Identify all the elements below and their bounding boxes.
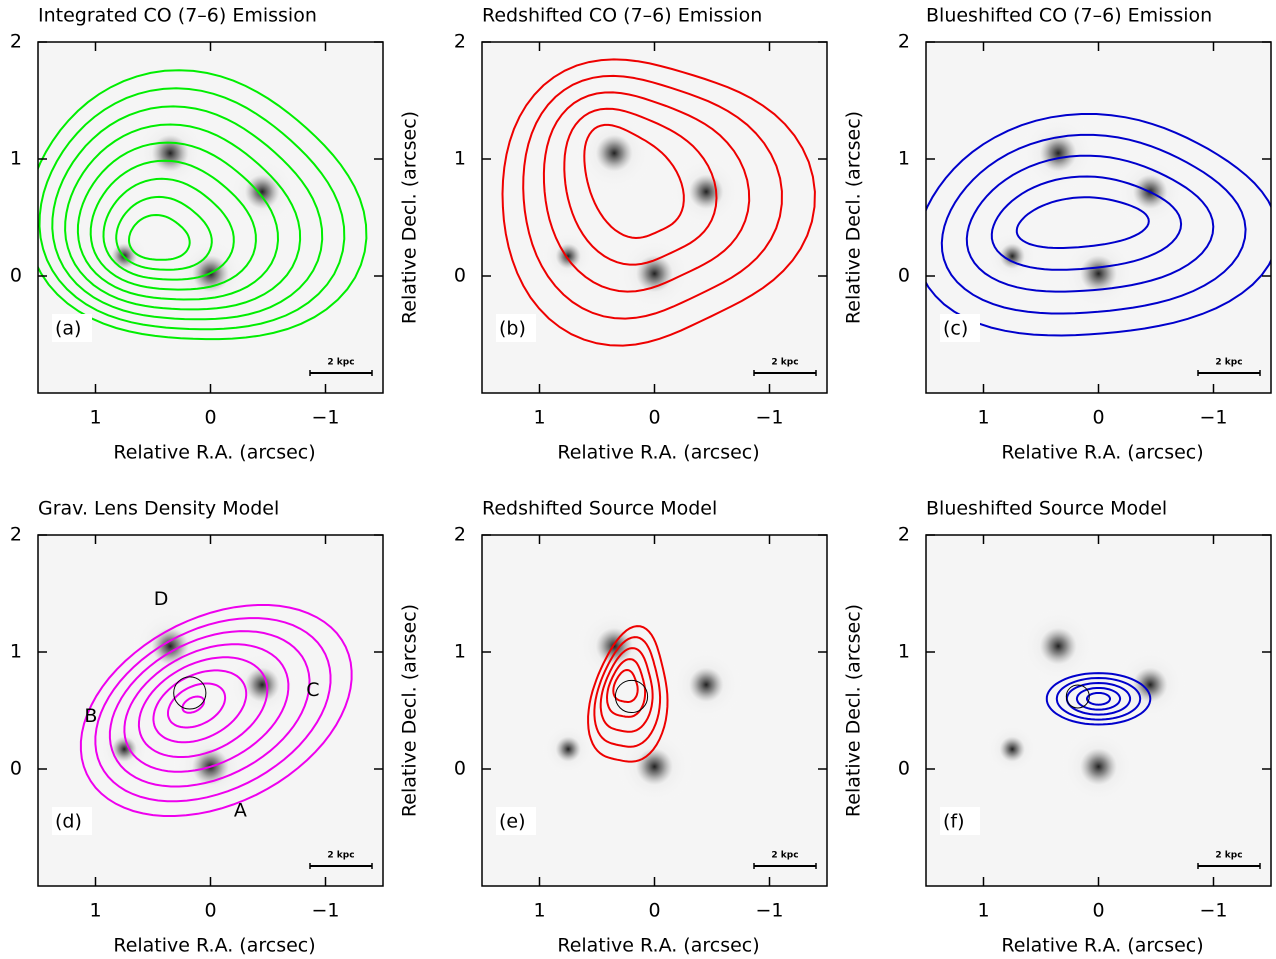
y-tick-label: 1 xyxy=(898,148,910,170)
x-tick-label: 0 xyxy=(1092,900,1104,922)
panel-label: (a) xyxy=(55,318,81,340)
panel-title: Redshifted CO (7–6) Emission xyxy=(482,5,762,27)
y-tick-label: 0 xyxy=(898,758,910,780)
x-tick-label: 0 xyxy=(204,407,216,429)
scale-label: 2 kpc xyxy=(771,358,798,368)
galaxy xyxy=(689,175,724,210)
y-tick-label: 1 xyxy=(10,148,22,170)
x-axis-label: Relative R.A. (arcsec) xyxy=(113,935,315,957)
y-tick-label: 0 xyxy=(454,758,466,780)
scale-label: 2 kpc xyxy=(1215,851,1242,861)
x-tick-label: −1 xyxy=(311,900,339,922)
scale-label: 2 kpc xyxy=(327,358,354,368)
scale-label: 2 kpc xyxy=(771,851,798,861)
y-tick-label: 2 xyxy=(454,31,466,53)
galaxy xyxy=(1040,628,1077,665)
panel-label: (e) xyxy=(499,811,526,833)
galaxy xyxy=(1080,748,1117,785)
y-tick-label: 1 xyxy=(898,641,910,663)
y-tick-label: 2 xyxy=(10,31,22,53)
image-label: D xyxy=(154,588,169,610)
y-axis-label: Relative Decl. (arcsec) xyxy=(843,604,865,817)
y-tick-label: 0 xyxy=(10,265,22,287)
x-tick-label: −1 xyxy=(1199,900,1227,922)
y-axis-label: Relative Decl. (arcsec) xyxy=(399,111,421,324)
galaxy xyxy=(1000,736,1025,761)
y-tick-label: 1 xyxy=(454,148,466,170)
x-tick-label: 1 xyxy=(89,407,101,429)
panel-label: (b) xyxy=(499,318,526,340)
panel-title: Redshifted Source Model xyxy=(482,498,717,520)
panel-title: Blueshifted CO (7–6) Emission xyxy=(926,5,1212,27)
y-tick-label: 0 xyxy=(454,265,466,287)
image-label: A xyxy=(234,800,247,822)
x-tick-label: −1 xyxy=(755,407,783,429)
scale-label: 2 kpc xyxy=(1215,358,1242,368)
galaxy xyxy=(1080,255,1117,292)
x-tick-label: 1 xyxy=(533,900,545,922)
x-tick-label: 0 xyxy=(648,407,660,429)
y-tick-label: 2 xyxy=(454,524,466,546)
x-tick-label: −1 xyxy=(311,407,339,429)
x-tick-label: 0 xyxy=(648,900,660,922)
x-axis-label: Relative R.A. (arcsec) xyxy=(1001,935,1203,957)
panel-title: Grav. Lens Density Model xyxy=(38,498,279,520)
x-tick-label: −1 xyxy=(755,900,783,922)
y-tick-label: 0 xyxy=(898,265,910,287)
image-label: C xyxy=(306,679,319,701)
x-axis-label: Relative R.A. (arcsec) xyxy=(557,935,759,957)
y-tick-label: 1 xyxy=(10,641,22,663)
y-tick-label: 1 xyxy=(454,641,466,663)
x-axis-label: Relative R.A. (arcsec) xyxy=(1001,442,1203,464)
y-tick-label: 2 xyxy=(10,524,22,546)
y-axis-label: Relative Decl. (arcsec) xyxy=(399,604,421,817)
x-axis-label: Relative R.A. (arcsec) xyxy=(557,442,759,464)
y-axis-label: Relative Decl. (arcsec) xyxy=(843,111,865,324)
panel-title: Blueshifted Source Model xyxy=(926,498,1167,520)
galaxy xyxy=(152,135,189,172)
y-tick-label: 2 xyxy=(898,31,910,53)
image-label: B xyxy=(84,705,97,727)
panel-label: (f) xyxy=(943,811,965,833)
x-axis-label: Relative R.A. (arcsec) xyxy=(113,442,315,464)
galaxy xyxy=(636,748,673,785)
panel-label: (d) xyxy=(55,811,82,833)
y-tick-label: 2 xyxy=(898,524,910,546)
figure: 1 0 −1 0 1 2 Integrated CO (7–6) Emission Relat… xyxy=(0,0,1276,959)
x-tick-label: 1 xyxy=(977,900,989,922)
panel-title: Integrated CO (7–6) Emission xyxy=(38,5,317,27)
galaxy xyxy=(689,668,724,703)
panel-label: (c) xyxy=(943,318,968,340)
x-tick-label: 1 xyxy=(977,407,989,429)
x-tick-label: 1 xyxy=(533,407,545,429)
galaxy xyxy=(556,243,581,268)
x-tick-label: 0 xyxy=(1092,407,1104,429)
x-tick-label: −1 xyxy=(1199,407,1227,429)
x-tick-label: 1 xyxy=(89,900,101,922)
y-tick-label: 0 xyxy=(10,758,22,780)
galaxy xyxy=(556,736,581,761)
galaxy xyxy=(596,135,633,172)
scale-label: 2 kpc xyxy=(327,851,354,861)
x-tick-label: 0 xyxy=(204,900,216,922)
